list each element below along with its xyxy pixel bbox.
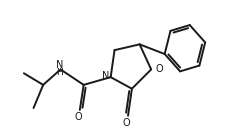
Text: N: N [56,60,63,70]
Text: H: H [56,68,63,77]
Text: N: N [102,71,109,81]
Text: O: O [156,64,164,74]
Text: O: O [74,112,82,122]
Text: O: O [122,118,130,128]
